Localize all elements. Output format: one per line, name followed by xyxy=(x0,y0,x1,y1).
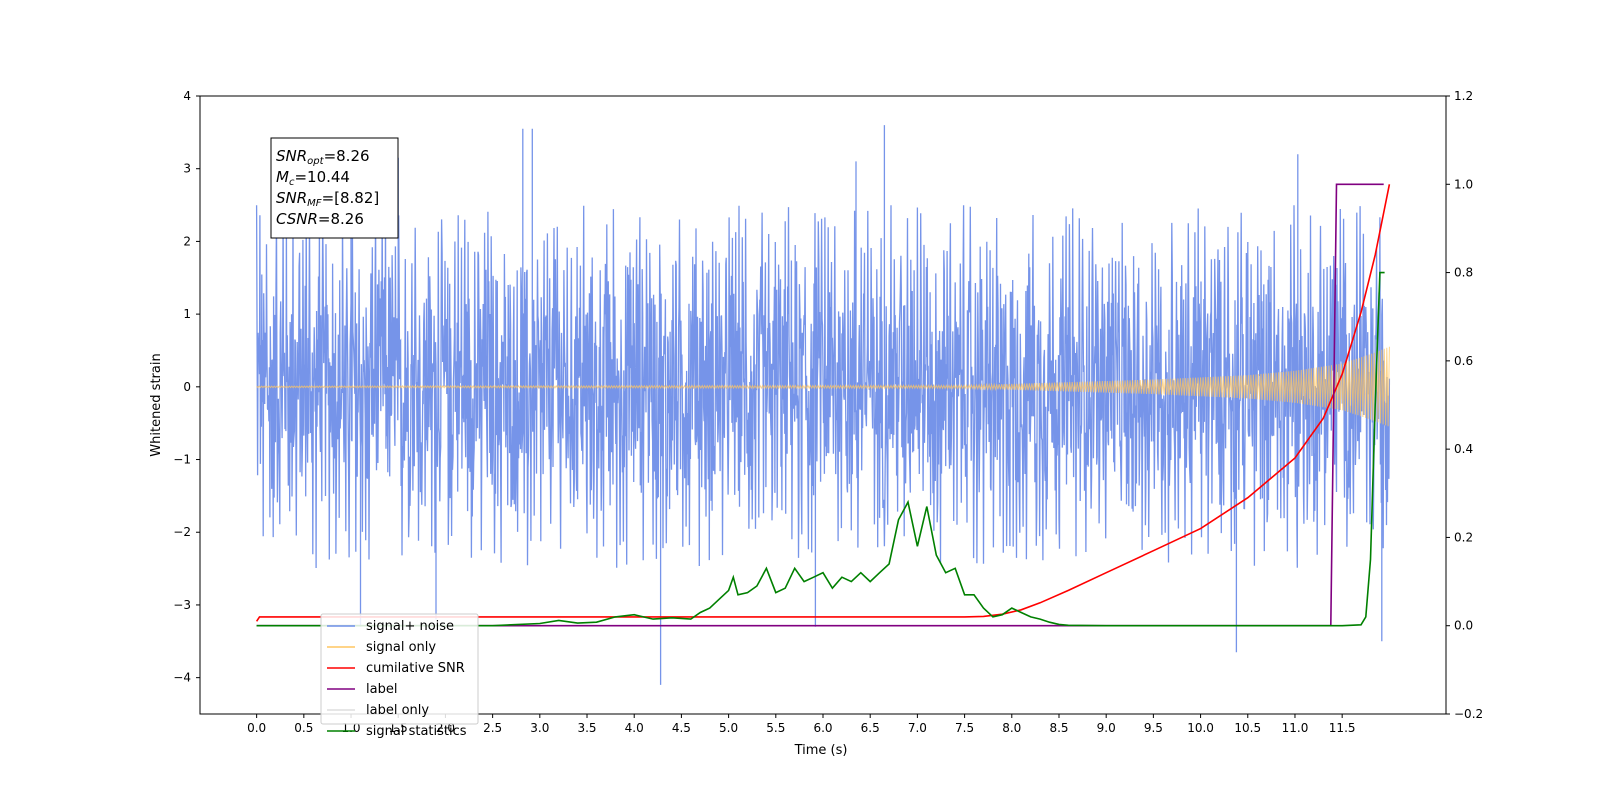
series-signal-noise xyxy=(255,125,1391,685)
y-left-tick-label: −3 xyxy=(173,598,191,612)
annotation-line: SNRopt=8.26 xyxy=(276,147,370,167)
legend-frame xyxy=(320,613,479,725)
legend-label: label only xyxy=(366,703,429,718)
legend-label: cumilative SNR xyxy=(366,661,465,676)
x-tick-label: 6.5 xyxy=(861,721,880,735)
y-left-tick-label: −2 xyxy=(173,525,191,539)
y-right-tick-label: 1.2 xyxy=(1454,89,1473,103)
x-tick-label: 5.5 xyxy=(766,721,785,735)
annotation-line: Mc=10.44 xyxy=(276,168,350,188)
x-tick-label: 7.0 xyxy=(908,721,927,735)
y-right-tick-label: 1.0 xyxy=(1454,177,1473,191)
x-tick-label: 3.5 xyxy=(577,721,596,735)
legend-label: label xyxy=(366,682,397,697)
legend-label: signal only xyxy=(366,640,436,655)
x-tick-label: 2.5 xyxy=(483,721,502,735)
x-tick-label: 10.5 xyxy=(1234,721,1261,735)
x-tick-label: 0.0 xyxy=(247,721,266,735)
y-left-tick-label: −1 xyxy=(173,453,191,467)
x-tick-label: 8.5 xyxy=(1049,721,1068,735)
y-right-tick-label: 0.8 xyxy=(1454,266,1473,280)
annotation-frame xyxy=(270,137,399,239)
x-tick-label: 3.0 xyxy=(530,721,549,735)
x-tick-label: 0.5 xyxy=(294,721,313,735)
legend-label: signal+ noise xyxy=(366,619,454,634)
x-tick-label: 4.5 xyxy=(672,721,691,735)
series-signal-statistics xyxy=(256,271,1385,627)
y-left-tick-label: 1 xyxy=(183,307,191,321)
y-right-tick-label: 0.0 xyxy=(1454,619,1473,633)
x-tick-label: 9.0 xyxy=(1097,721,1116,735)
x-tick-label: 8.0 xyxy=(1002,721,1021,735)
y-axis-label: Whitened strain xyxy=(149,353,164,456)
y-right-tick-label: 0.2 xyxy=(1454,530,1473,544)
x-tick-label: 11.0 xyxy=(1282,721,1309,735)
y-right-tick-label: 0.6 xyxy=(1454,354,1473,368)
x-tick-label: 6.0 xyxy=(813,721,832,735)
x-axis-label: Time (s) xyxy=(794,743,848,758)
series-cumilative-snr xyxy=(255,184,1391,622)
plot-area xyxy=(255,125,1391,685)
series-label xyxy=(256,183,1384,627)
x-tick-label: 5.0 xyxy=(719,721,738,735)
y-right-tick-label: −0.2 xyxy=(1454,707,1483,721)
series-signal-only xyxy=(256,346,1390,427)
x-tick-label: 7.5 xyxy=(955,721,974,735)
x-tick-label: 4.0 xyxy=(625,721,644,735)
x-tick-label: 11.5 xyxy=(1329,721,1356,735)
y-left-tick-label: 3 xyxy=(183,162,191,176)
legend: signal+ noise signal only cumilative SNR la… xyxy=(320,613,479,739)
y-left-tick-label: 0 xyxy=(183,380,191,394)
y-left-tick-label: 2 xyxy=(183,234,191,248)
x-tick-label: 10.0 xyxy=(1187,721,1214,735)
y-right-tick-label: 0.4 xyxy=(1454,442,1473,456)
y-left-tick-label: −4 xyxy=(173,671,191,685)
annotation-line: CSNR=8.26 xyxy=(276,210,364,228)
x-tick-label: 9.5 xyxy=(1144,721,1163,735)
legend-label: signal statistics xyxy=(366,724,467,739)
annotation-line: SNRMF=[8.82] xyxy=(276,189,379,209)
y-left-tick-label: 4 xyxy=(183,89,191,103)
